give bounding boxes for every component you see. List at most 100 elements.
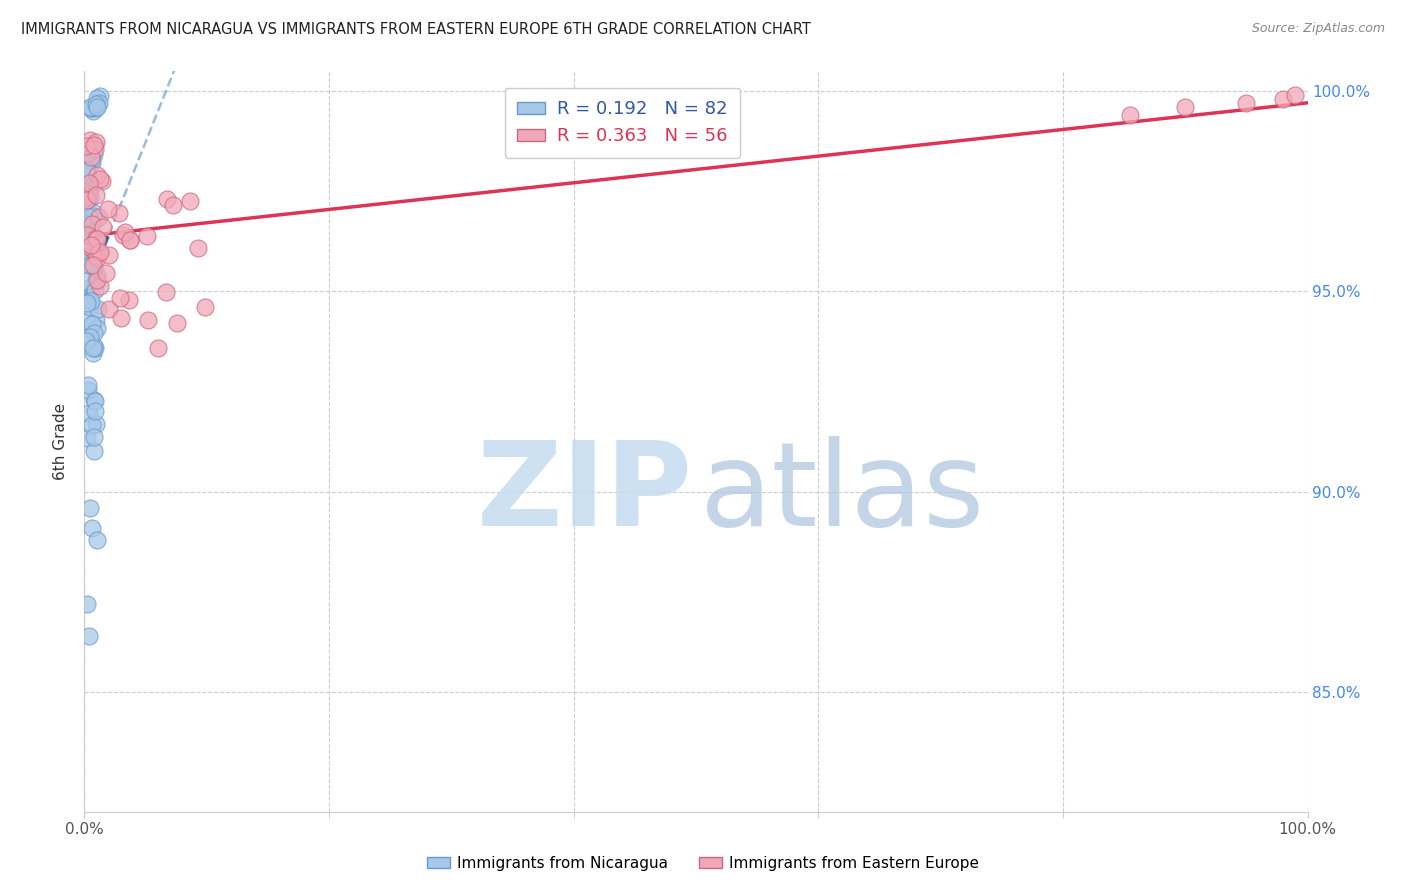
Point <box>86 249 108 263</box>
Point <box>77 377 100 392</box>
Point <box>118 234 141 248</box>
Point <box>80 293 103 308</box>
Point <box>89 172 111 186</box>
Point <box>75 334 97 349</box>
Point <box>79 322 101 336</box>
Point <box>83 249 105 263</box>
Point <box>79 176 101 190</box>
Point <box>84 284 107 298</box>
Legend: R = 0.192   N = 82, R = 0.363   N = 56: R = 0.192 N = 82, R = 0.363 N = 56 <box>505 87 741 158</box>
Point <box>84 417 107 432</box>
Point <box>86 301 108 316</box>
Point <box>91 174 114 188</box>
Point <box>1272 92 1295 106</box>
Point <box>79 258 101 272</box>
Point <box>86 168 108 182</box>
Point <box>77 253 100 268</box>
Point <box>75 138 97 153</box>
Point <box>114 225 136 239</box>
Point <box>98 247 121 261</box>
Point <box>83 339 105 353</box>
Point <box>87 211 110 225</box>
Point <box>83 260 105 275</box>
Point <box>82 155 104 169</box>
Point <box>118 293 141 307</box>
Point <box>86 232 108 246</box>
Point <box>79 226 101 240</box>
Point <box>80 217 103 231</box>
Point <box>76 383 98 397</box>
Point <box>83 142 105 156</box>
Point <box>79 300 101 314</box>
Point <box>80 317 103 331</box>
Point <box>84 230 107 244</box>
Text: IMMIGRANTS FROM NICARAGUA VS IMMIGRANTS FROM EASTERN EUROPE 6TH GRADE CORRELATIO: IMMIGRANTS FROM NICARAGUA VS IMMIGRANTS … <box>21 22 811 37</box>
Point <box>76 235 98 250</box>
Point <box>83 326 105 341</box>
Point <box>84 275 107 289</box>
Point <box>80 151 103 165</box>
Point <box>84 394 107 409</box>
Point <box>75 185 97 199</box>
Point <box>80 102 103 116</box>
Text: Source: ZipAtlas.com: Source: ZipAtlas.com <box>1251 22 1385 36</box>
Point <box>166 316 188 330</box>
Point <box>86 273 108 287</box>
Point <box>86 100 108 114</box>
Point <box>79 240 101 254</box>
Point <box>75 274 97 288</box>
Text: atlas: atlas <box>700 436 986 551</box>
Point <box>77 210 100 224</box>
Point <box>84 240 107 254</box>
Y-axis label: 6th Grade: 6th Grade <box>53 403 69 480</box>
Point <box>87 245 110 260</box>
Point <box>75 225 97 239</box>
Point <box>76 213 98 227</box>
Point <box>80 520 103 534</box>
Point <box>76 161 98 176</box>
Point <box>84 211 107 226</box>
Point <box>77 406 100 420</box>
Point <box>86 321 108 335</box>
Point <box>76 190 98 204</box>
Point <box>83 430 105 444</box>
Point <box>84 312 107 326</box>
Point <box>76 296 98 310</box>
Point <box>82 258 104 272</box>
Point <box>77 145 100 160</box>
Point <box>83 393 105 408</box>
Point <box>89 279 111 293</box>
Point <box>77 217 100 231</box>
Point <box>79 237 101 252</box>
Point <box>79 234 101 248</box>
Point <box>82 178 104 193</box>
Point <box>79 99 101 113</box>
Point <box>110 311 132 326</box>
Point <box>84 237 107 252</box>
Point <box>75 190 97 204</box>
Point <box>75 248 97 262</box>
Point <box>79 190 101 204</box>
Point <box>84 272 107 286</box>
Point <box>118 233 141 247</box>
Point <box>83 443 105 458</box>
Point <box>82 152 104 166</box>
Point <box>135 228 157 243</box>
Point <box>83 205 105 219</box>
Point <box>82 103 104 118</box>
Point <box>156 192 179 206</box>
Point <box>84 404 107 418</box>
Point <box>84 188 107 202</box>
Point <box>84 101 107 115</box>
Point <box>77 629 100 643</box>
Legend: Immigrants from Nicaragua, Immigrants from Eastern Europe: Immigrants from Nicaragua, Immigrants fr… <box>420 850 986 877</box>
Point <box>82 342 104 356</box>
Point <box>84 341 107 355</box>
Point <box>79 500 101 515</box>
Point <box>76 167 98 181</box>
Point <box>83 138 105 153</box>
Point <box>76 228 98 243</box>
Point <box>77 186 100 201</box>
Point <box>86 533 108 547</box>
Text: ZIP: ZIP <box>477 436 692 551</box>
